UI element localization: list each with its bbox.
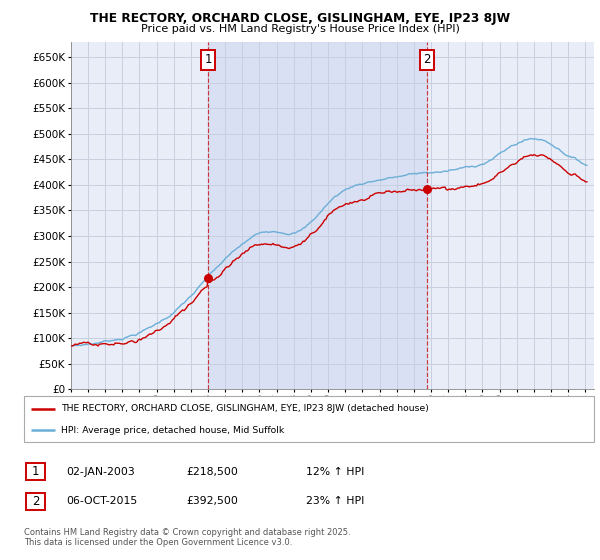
Text: 2: 2	[32, 494, 39, 508]
Text: 12% ↑ HPI: 12% ↑ HPI	[306, 466, 364, 477]
FancyBboxPatch shape	[26, 463, 45, 480]
Text: THE RECTORY, ORCHARD CLOSE, GISLINGHAM, EYE, IP23 8JW (detached house): THE RECTORY, ORCHARD CLOSE, GISLINGHAM, …	[61, 404, 429, 413]
FancyBboxPatch shape	[24, 396, 594, 442]
FancyBboxPatch shape	[26, 493, 45, 510]
Bar	[208, 42, 427, 389]
Text: THE RECTORY, ORCHARD CLOSE, GISLINGHAM, EYE, IP23 8JW: THE RECTORY, ORCHARD CLOSE, GISLINGHAM, …	[90, 12, 510, 25]
Text: 1: 1	[32, 465, 39, 478]
Text: 2: 2	[423, 53, 430, 67]
Text: 06-OCT-2015: 06-OCT-2015	[66, 496, 137, 506]
Text: HPI: Average price, detached house, Mid Suffolk: HPI: Average price, detached house, Mid …	[61, 426, 284, 435]
Text: 23% ↑ HPI: 23% ↑ HPI	[306, 496, 364, 506]
Text: Contains HM Land Registry data © Crown copyright and database right 2025.
This d: Contains HM Land Registry data © Crown c…	[24, 528, 350, 547]
Text: Price paid vs. HM Land Registry's House Price Index (HPI): Price paid vs. HM Land Registry's House …	[140, 24, 460, 34]
Text: 02-JAN-2003: 02-JAN-2003	[66, 466, 135, 477]
Text: £392,500: £392,500	[186, 496, 238, 506]
Text: 1: 1	[204, 53, 212, 67]
Text: £218,500: £218,500	[186, 466, 238, 477]
